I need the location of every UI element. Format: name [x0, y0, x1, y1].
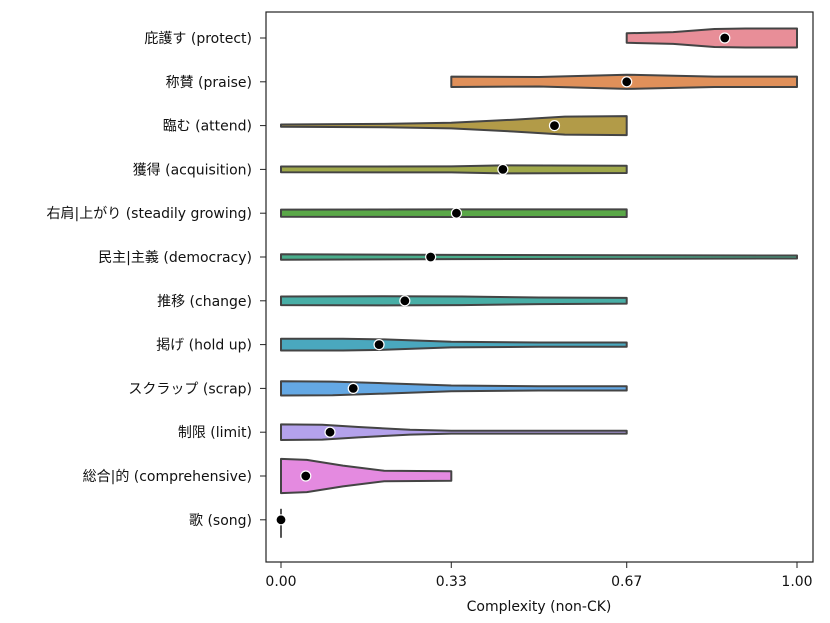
mean-point-protect — [719, 32, 731, 44]
mean-point-acquisition — [497, 163, 509, 175]
mean-point-scrap — [347, 382, 359, 394]
violin-limit — [280, 423, 628, 441]
category-label-protect: 庇護す (protect) — [144, 31, 252, 47]
category-label-attend: 臨む (attend) — [163, 119, 252, 135]
mean-markers — [275, 32, 731, 526]
mean-point-steadily-growing — [450, 207, 463, 219]
mean-point-limit — [324, 426, 336, 438]
x-axis-ticks: 0.00 0.33 0.67 1.00 — [265, 562, 813, 590]
x-tick-label: 0.33 — [436, 574, 467, 590]
category-label-democracy: 民主|主義 (democracy) — [98, 249, 252, 266]
category-label-limit: 制限 (limit) — [178, 425, 252, 441]
category-label-praise: 称賛 (praise) — [166, 75, 252, 91]
mean-point-song — [275, 514, 287, 526]
violin-scrap — [280, 380, 628, 397]
category-label-acquisition: 獲得 (acquisition) — [133, 161, 252, 178]
violin-democracy — [280, 253, 798, 261]
category-label-change: 推移 (change) — [157, 294, 252, 310]
category-label-comprehensive: 総合|的 (comprehensive) — [83, 469, 252, 485]
category-label-song: 歌 (song) — [189, 513, 252, 529]
violin-hold-up — [280, 337, 628, 352]
mean-point-hold-up — [373, 339, 385, 351]
mean-point-change — [399, 295, 411, 307]
category-label-steadily-growing: 右肩|上がり (steadily growing) — [47, 206, 252, 222]
mean-point-comprehensive — [300, 470, 312, 482]
violin-acquisition — [280, 164, 628, 175]
x-tick-label: 1.00 — [781, 574, 812, 590]
violin-attend — [280, 115, 628, 137]
mean-point-praise — [621, 76, 633, 88]
category-label-hold-up: 掲げ (hold up) — [156, 338, 252, 354]
violin-change — [280, 295, 628, 307]
x-tick-label: 0.00 — [265, 574, 296, 590]
x-axis-title: Complexity (non-CK) — [467, 599, 612, 615]
plot-frame — [265, 11, 814, 563]
violin-comprehensive — [280, 457, 453, 495]
x-tick-label: 0.67 — [611, 574, 642, 590]
violin-protect — [625, 27, 798, 49]
category-labels: 庇護す (protect) 称賛 (praise) 臨む (attend) 獲得 (a… — [47, 31, 266, 529]
category-label-scrap: スクラップ (scrap) — [128, 381, 252, 397]
violin-layer — [280, 27, 798, 538]
mean-point-attend — [548, 119, 561, 132]
mean-point-democracy — [425, 251, 437, 263]
